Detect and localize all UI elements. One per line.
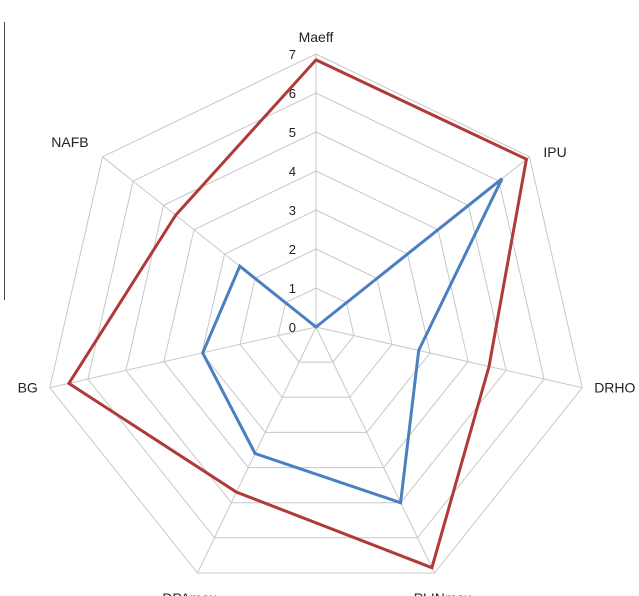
tick-label-5: 5 [289, 125, 296, 140]
series-2-line [201, 177, 504, 505]
spoke-drho [315, 326, 583, 389]
axis-label-ipu: IPU [543, 144, 566, 160]
grid-ring-2 [239, 248, 393, 398]
tick-label-2: 2 [289, 242, 296, 257]
tick-label-4: 4 [289, 164, 296, 179]
series-1-line [66, 58, 529, 570]
axis-label-nafb: NAFB [51, 134, 88, 150]
axis-label-drho: DRHO [594, 380, 635, 396]
tick-label-1: 1 [289, 281, 296, 296]
grid-ring-7 [49, 53, 583, 574]
tick-label-0: 0 [289, 320, 296, 335]
spoke-plinmax [315, 326, 435, 574]
grid-ring-4 [163, 170, 469, 469]
axis-label-plinmax: PLINmax [414, 590, 472, 596]
tick-label-6: 6 [289, 86, 296, 101]
grid-ring-3 [201, 209, 431, 433]
grid-ring-1 [277, 287, 355, 363]
left-edge-line [4, 22, 5, 300]
radar-series [66, 58, 529, 570]
spoke-bg [49, 326, 317, 389]
axis-label-bg: BG [18, 380, 38, 396]
axis-label-dpamax: DPAmax [162, 590, 216, 596]
radar-grid [49, 53, 583, 574]
radial-tick-labels: 0 1 2 3 4 5 6 7 [289, 47, 296, 335]
tick-label-3: 3 [289, 203, 296, 218]
axis-category-labels: Maeff IPU DRHO PLINmax DPAmax BG NAFB [18, 29, 636, 596]
spoke-dpamax [197, 326, 317, 574]
axis-label-maeff: Maeff [299, 29, 334, 45]
tick-label-7: 7 [289, 47, 296, 62]
grid-ring-6 [87, 92, 545, 539]
